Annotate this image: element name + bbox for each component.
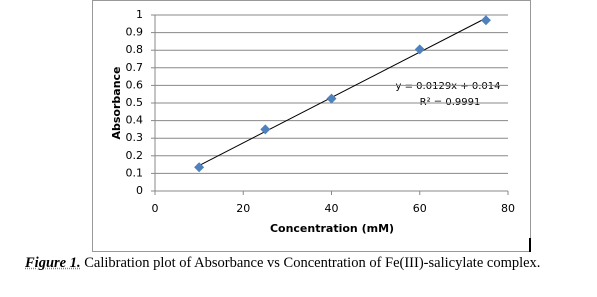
y-tick-label: 1 [136,8,143,21]
marker-bar [529,238,531,252]
x-axis-label: Concentration (mM) [270,222,394,235]
caption-label: Figure 1. [25,255,81,271]
y-axis-label: Absorbance [110,66,123,139]
x-tick-label: 20 [236,202,250,215]
data-point [260,124,271,135]
data-point [326,93,337,104]
trendline [198,17,487,166]
y-tick-label: 0 [136,184,143,197]
y-tick-label: 0.4 [126,114,144,127]
y-tick-label: 0.1 [126,166,144,179]
y-tick-label: 0.7 [126,61,144,74]
y-tick-label: 0.9 [126,26,144,39]
x-tick-label: 40 [325,202,339,215]
data-point [414,44,425,55]
caption: Figure 1. Calibration plot of Absorbance… [25,255,540,272]
trendline-equation: y = 0.0129x + 0.014 [396,81,501,92]
chart-border [92,0,531,252]
y-tick-label: 0.2 [126,149,144,162]
data-point [194,162,205,173]
y-tick-label: 0.3 [126,131,144,144]
y-tick-label: 0.5 [126,96,144,109]
y-tick-label: 0.6 [126,78,144,91]
x-tick-label: 0 [152,202,159,215]
y-tick-label: 0.8 [126,43,144,56]
x-tick-label: 80 [501,202,515,215]
data-point [480,15,491,26]
x-tick-label: 60 [413,202,427,215]
caption-text: Calibration plot of Absorbance vs Concen… [84,255,541,271]
chart: Concentration (mM) Absorbance y = 0.0129… [92,0,531,252]
